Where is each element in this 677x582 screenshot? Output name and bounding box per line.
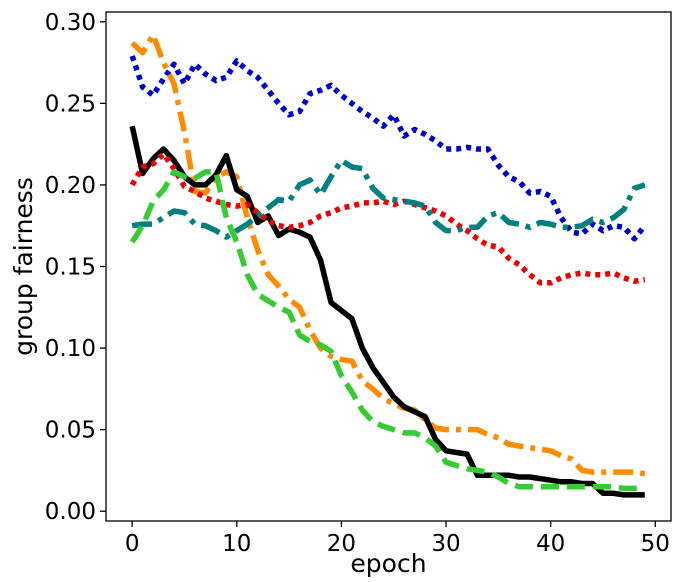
plot-lines (129, 32, 647, 498)
x-tick-label: 0 (125, 531, 140, 557)
x-tick-label: 10 (222, 531, 251, 557)
x-tick-label: 40 (536, 531, 565, 557)
x-tick-label: 50 (641, 531, 670, 557)
y-tick-label: 0.10 (45, 336, 96, 362)
y-axis-label: group fairness (9, 177, 38, 356)
series-line-5 (131, 157, 646, 240)
y-tick-label: 0.30 (45, 10, 96, 36)
x-axis: 0 10 20 30 40 50 (125, 521, 670, 557)
series-line-6 (129, 169, 645, 492)
series-line-2 (130, 32, 646, 477)
y-tick-label: 0.05 (45, 418, 96, 444)
series-line-4 (129, 151, 646, 286)
y-tick-label: 0.20 (45, 173, 96, 199)
y-tick-label: 0.25 (45, 91, 96, 117)
x-tick-label: 30 (431, 531, 460, 557)
y-axis: 0.00 0.05 0.10 0.15 0.20 0.25 0.30 (45, 10, 106, 525)
series-line-1 (129, 55, 647, 242)
series-line-3 (129, 125, 645, 498)
y-tick-label: 0.00 (45, 499, 96, 525)
x-tick-label: 20 (327, 531, 356, 557)
x-axis-label: epoch (350, 549, 426, 578)
y-tick-label: 0.15 (45, 255, 96, 281)
plot-frame (105, 11, 672, 522)
